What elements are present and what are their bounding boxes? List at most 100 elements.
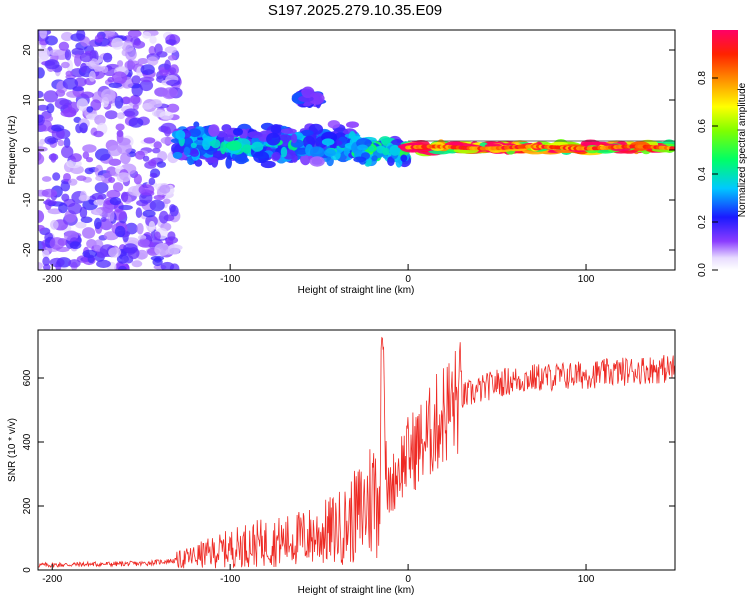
- spectral-blob: [159, 184, 171, 194]
- x-tick-label: -200: [42, 274, 62, 285]
- spectral-blob: [42, 249, 50, 259]
- spectral-blob: [38, 224, 45, 231]
- spectral-blob: [149, 172, 158, 179]
- spectral-blob: [225, 156, 232, 169]
- spectral-blob: [131, 75, 141, 85]
- x-tick-label: 0: [405, 574, 411, 585]
- spectral-blob: [172, 151, 183, 159]
- spectral-blob: [65, 70, 73, 77]
- spectral-blob: [291, 133, 298, 144]
- colorbar-tick-label: 0.6: [697, 119, 708, 133]
- spectral-blob: [96, 259, 111, 268]
- spectral-blob: [111, 37, 124, 50]
- spectral-blob: [114, 95, 124, 109]
- spectral-blob: [95, 148, 111, 161]
- colorbar-tick-label: 0.4: [697, 167, 708, 181]
- snr-ticks: -200 -100 0 100 0 200 400 600: [22, 369, 675, 585]
- spectral-blob: [82, 151, 90, 159]
- y-tick-label: 0: [22, 567, 33, 573]
- spectral-blob: [160, 261, 175, 270]
- spectral-blob: [134, 150, 146, 160]
- spectral-blob: [38, 210, 45, 223]
- spectral-blob: [242, 144, 252, 154]
- spectral-blob: [135, 207, 143, 218]
- spectral-blob: [251, 141, 264, 152]
- snr-plot-area: [38, 330, 675, 570]
- spectral-blob: [247, 131, 263, 139]
- snr-series: [37, 336, 675, 569]
- spectral-blob: [234, 154, 248, 165]
- spectral-blob: [43, 90, 59, 103]
- spectral-blob: [63, 137, 71, 149]
- spectral-blob: [71, 47, 85, 56]
- spectral-blob: [87, 254, 95, 264]
- spectral-blob: [223, 134, 235, 142]
- y-tick-label: 10: [22, 94, 33, 106]
- spectral-blob: [80, 91, 94, 99]
- spectral-blob: [82, 227, 96, 239]
- spectral-blob: [148, 100, 163, 108]
- spectral-blob: [108, 247, 121, 258]
- spectral-blob: [50, 219, 59, 230]
- spectral-blob: [60, 145, 74, 159]
- spectral-blob: [85, 157, 94, 163]
- spectral-blob: [175, 129, 186, 141]
- spectral-blob: [95, 175, 105, 182]
- spectral-blob: [118, 265, 127, 270]
- spectral-blob: [58, 202, 68, 214]
- spectral-blob: [142, 209, 156, 218]
- spectral-blob: [139, 79, 154, 92]
- y-tick-label: -10: [22, 192, 33, 207]
- spectral-blob: [400, 154, 408, 162]
- spectral-blob: [57, 139, 65, 147]
- spectral-blob: [382, 147, 390, 156]
- spectral-blob: [116, 112, 125, 120]
- spectral-blob: [121, 191, 129, 203]
- spectral-blob: [67, 202, 82, 215]
- spectral-blob: [60, 109, 77, 118]
- spectral-blob: [158, 69, 169, 76]
- spectral-blob: [152, 147, 161, 154]
- spectral-blob: [389, 145, 401, 156]
- spectral-blob: [38, 104, 49, 111]
- figure-title: S197.2025.279.10.35.E09: [268, 2, 442, 19]
- spectral-blob: [38, 262, 43, 270]
- spectral-blob: [49, 257, 65, 268]
- spectral-blob: [190, 142, 197, 148]
- spectral-blob: [106, 189, 121, 199]
- y-tick-label: -20: [22, 242, 33, 257]
- spectral-blob: [163, 198, 171, 204]
- spectral-blob: [42, 256, 50, 266]
- spectral-blob: [153, 231, 161, 241]
- y-tick-label: 0: [22, 147, 33, 153]
- spectral-blob: [93, 208, 103, 215]
- snr-x-label: Height of straight line (km): [298, 585, 415, 596]
- spectral-blob: [353, 156, 367, 163]
- spectral-blob: [202, 137, 211, 151]
- spectral-blob: [253, 151, 270, 164]
- spectral-blob: [116, 254, 129, 264]
- spectral-blob: [38, 90, 44, 98]
- spectral-blob: [149, 35, 157, 44]
- spectral-blob: [50, 153, 57, 163]
- spectral-blob: [70, 153, 82, 163]
- y-tick-label: 600: [22, 369, 33, 386]
- spectral-blob: [138, 184, 155, 196]
- spectral-blob: [115, 123, 125, 131]
- spectral-blob: [38, 153, 45, 165]
- spectrogram-x-label: Height of straight line (km): [298, 285, 415, 296]
- spectral-blob: [118, 204, 133, 211]
- spectral-blob: [166, 103, 180, 113]
- spectral-blob: [167, 55, 177, 61]
- spectral-blob: [188, 128, 201, 138]
- spectral-blob: [100, 217, 107, 222]
- spectral-blob: [50, 124, 65, 132]
- spectral-blob: [46, 103, 55, 114]
- spectral-blob: [38, 67, 45, 79]
- spectral-blob: [167, 231, 176, 241]
- spectral-blob: [346, 121, 359, 128]
- snr-panel: -200 -100 0 100 0 200 400 600 Height of straigh…: [7, 329, 676, 596]
- spectrogram-heatmap: [38, 30, 675, 270]
- spectral-blob: [86, 106, 94, 113]
- spectral-blob: [167, 244, 180, 255]
